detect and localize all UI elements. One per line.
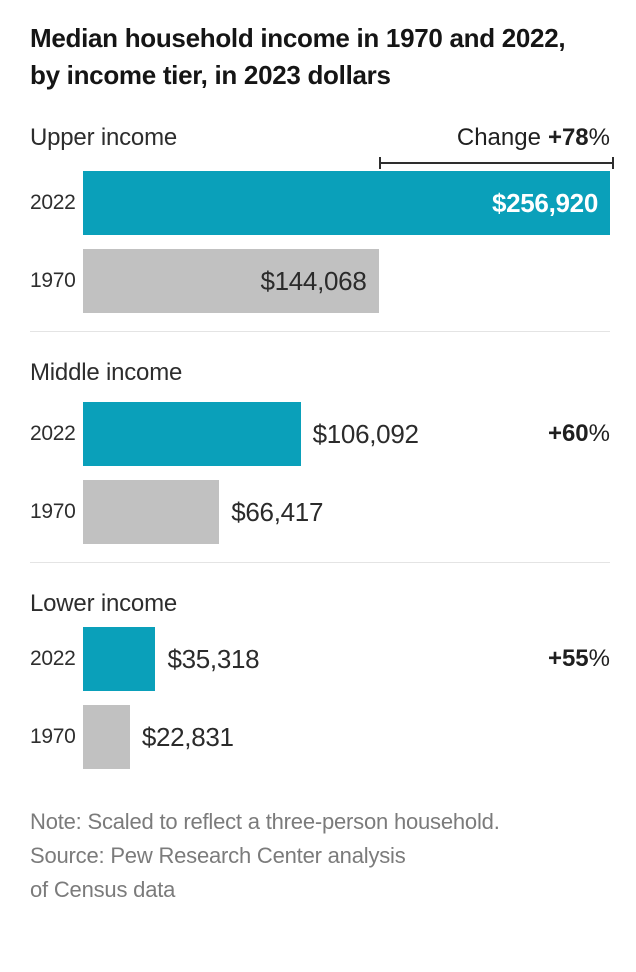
income-group-upper: Upper income Change +78% 2022 $256,920 19… <box>30 124 614 313</box>
bar-area: $35,318 +55% <box>83 627 610 691</box>
year-label: 2022 <box>30 191 76 214</box>
footer-source-line2: of Census data <box>30 877 176 902</box>
change-label-upper: Change +78% <box>457 124 610 152</box>
bar-value-label: $22,831 <box>141 721 234 752</box>
bar-area: $106,092 +60% <box>83 402 610 466</box>
group-header-upper: Upper income Change +78% <box>30 124 610 152</box>
income-group-middle: Middle income 2022 $106,092 +60% 1970 $6… <box>30 359 610 544</box>
bar-row: 1970 $144,068 <box>30 249 610 313</box>
change-prefix: Change <box>456 124 541 151</box>
change-label-middle: +60% <box>548 420 610 448</box>
chart-title: Median household income in 1970 and 2022… <box>30 20 610 94</box>
change-value-middle: +60 <box>547 420 589 447</box>
footer-note: Note: Scaled to reflect a three-person h… <box>30 809 500 834</box>
bar-row: 1970 $66,417 <box>30 480 610 544</box>
year-label: 1970 <box>30 500 76 523</box>
bar-middle-1970 <box>83 480 220 544</box>
year-label: 2022 <box>30 647 76 670</box>
percent-sign: % <box>588 124 610 151</box>
percent-sign: % <box>588 420 610 447</box>
bar-area: $256,920 <box>83 171 610 235</box>
income-group-lower: Lower income 2022 $35,318 +55% 1970 $22,… <box>30 590 610 769</box>
bar-value-label: $144,068 <box>260 265 367 296</box>
change-label-lower: +55% <box>548 645 610 673</box>
section-divider <box>30 562 610 563</box>
chart-footer: Note: Scaled to reflect a three-person h… <box>30 805 610 907</box>
group-label-lower: Lower income <box>30 590 178 617</box>
section-divider <box>30 331 610 332</box>
bar-upper-2022: $256,920 <box>83 171 610 235</box>
footer-source-line1: Source: Pew Research Center analysis <box>30 843 406 868</box>
bar-row: 2022 $35,318 +55% <box>30 627 610 691</box>
bracket-row <box>30 155 614 170</box>
bar-area: $144,068 <box>83 249 610 313</box>
year-label: 2022 <box>30 422 76 445</box>
bar-upper-1970: $144,068 <box>83 249 379 313</box>
group-label-middle: Middle income <box>30 359 183 386</box>
group-header-middle: Middle income <box>30 359 610 387</box>
bracket-area <box>83 155 614 170</box>
group-header-lower: Lower income <box>30 590 610 618</box>
chart-title-line1: Median household income in 1970 and 2022… <box>30 23 566 53</box>
bar-area: $66,417 <box>83 480 610 544</box>
change-bracket <box>378 157 614 169</box>
bar-value-label: $106,092 <box>312 418 419 449</box>
year-label: 1970 <box>30 725 76 748</box>
percent-sign: % <box>588 645 610 672</box>
bar-row: 2022 $256,920 <box>30 171 610 235</box>
change-value-upper: +78 <box>547 124 589 151</box>
year-spacer <box>30 155 83 170</box>
bar-middle-2022 <box>83 402 301 466</box>
bar-lower-1970 <box>83 705 130 769</box>
bar-row: 2022 $106,092 +60% <box>30 402 610 466</box>
chart-title-line2: by income tier, in 2023 dollars <box>30 60 391 90</box>
bar-area: $22,831 <box>83 705 610 769</box>
change-value-lower: +55 <box>547 645 589 672</box>
bar-value-label: $256,920 <box>491 187 598 218</box>
bar-lower-2022 <box>83 627 156 691</box>
year-label: 1970 <box>30 269 76 292</box>
bar-value-label: $66,417 <box>231 496 324 527</box>
bar-row: 1970 $22,831 <box>30 705 610 769</box>
bar-value-label: $35,318 <box>167 643 260 674</box>
group-label-upper: Upper income <box>30 124 178 151</box>
